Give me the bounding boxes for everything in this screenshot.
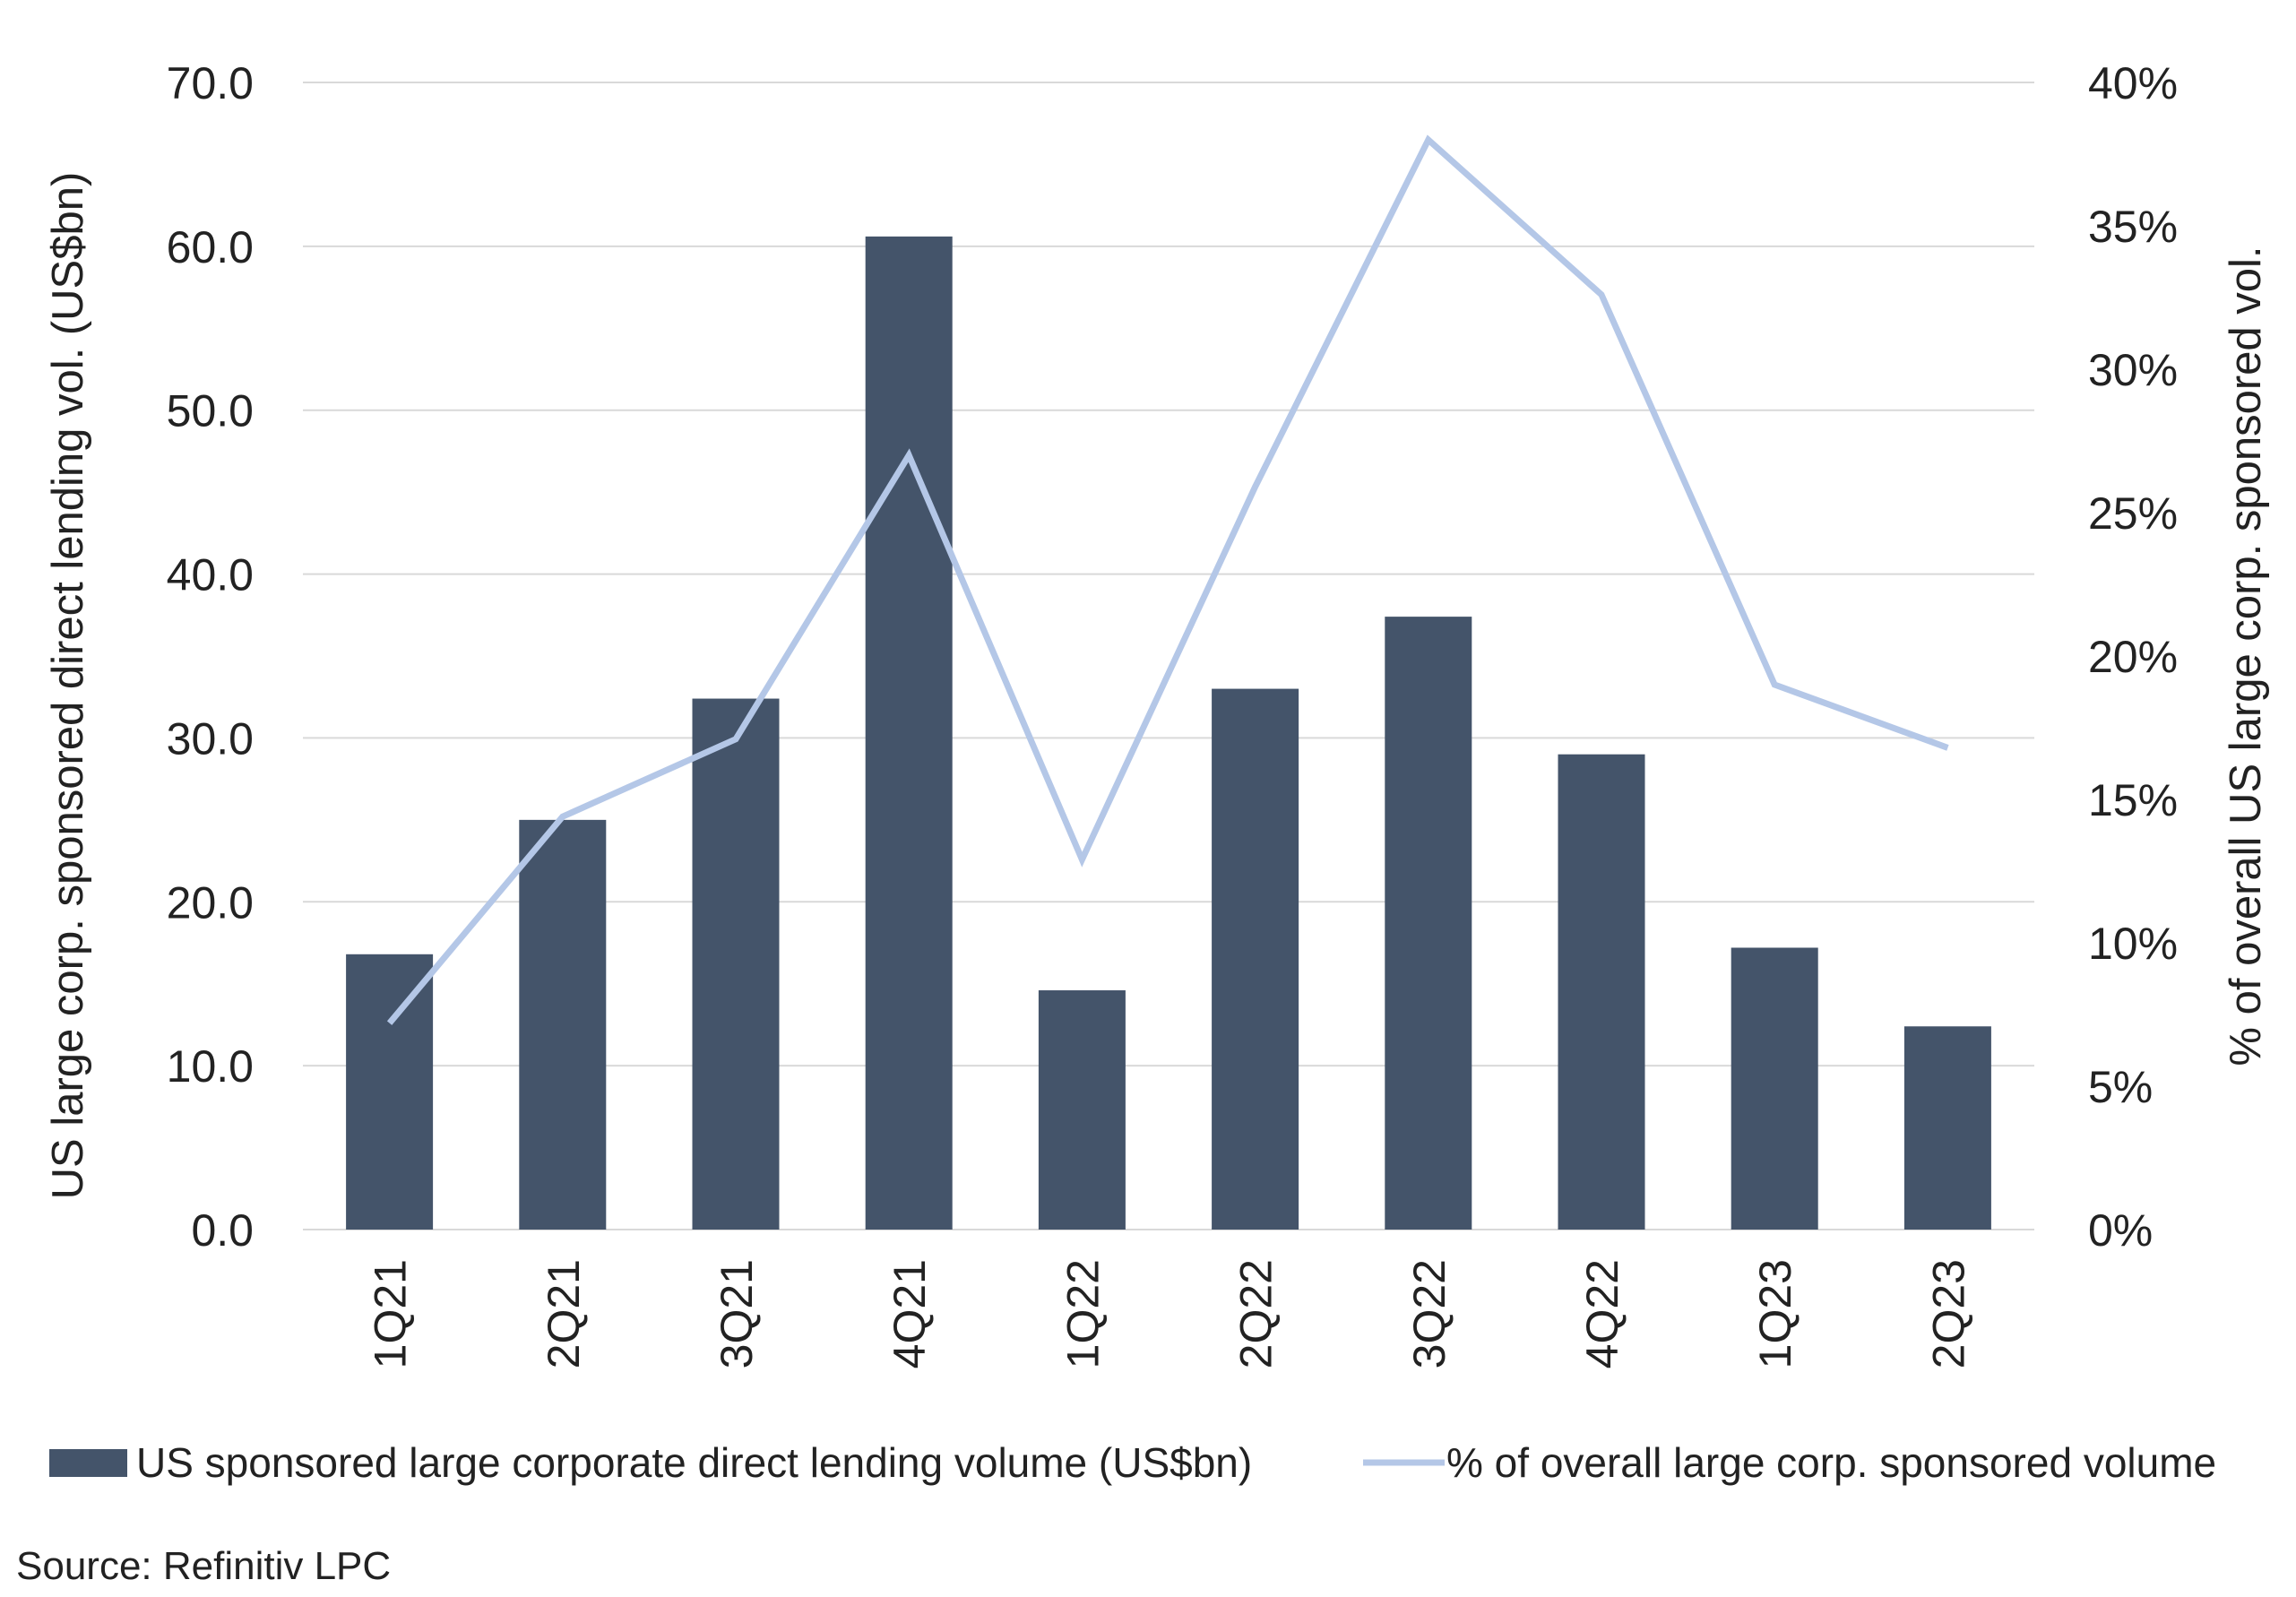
left-axis-ticks: 0.0 10.0 20.0 30.0 40.0 50.0 60.0 70.0 bbox=[167, 58, 254, 1256]
y2-tick-label: 20% bbox=[2088, 632, 2178, 682]
bar bbox=[865, 236, 953, 1230]
y2-tick-label: 30% bbox=[2088, 345, 2178, 395]
x-tick-label: 1Q22 bbox=[1057, 1259, 1108, 1368]
y-tick-label: 40.0 bbox=[167, 550, 254, 600]
y-tick-label: 30.0 bbox=[167, 713, 254, 764]
x-axis-ticks: 1Q21 2Q21 3Q21 4Q21 1Q22 2Q22 3Q22 4Q22 1Q23 2Q23 bbox=[366, 1259, 1974, 1368]
bar bbox=[519, 819, 607, 1230]
legend-line-label: % of overall large corp. sponsored volum… bbox=[1446, 1439, 2216, 1486]
x-tick-label: 3Q22 bbox=[1404, 1259, 1454, 1368]
x-tick-label: 3Q21 bbox=[712, 1259, 762, 1368]
y2-tick-label: 25% bbox=[2088, 488, 2178, 539]
y2-axis-title: % of overall US large corp. sponsored vo… bbox=[2222, 246, 2270, 1066]
bar bbox=[1038, 990, 1126, 1230]
bar bbox=[1731, 947, 1818, 1230]
y-tick-label: 70.0 bbox=[167, 58, 254, 108]
y-tick-label: 60.0 bbox=[167, 222, 254, 272]
y-axis-title: US large corp. sponsored direct lending … bbox=[44, 172, 92, 1200]
x-tick-label: 4Q22 bbox=[1577, 1259, 1627, 1368]
bar bbox=[692, 698, 780, 1230]
x-tick-label: 1Q21 bbox=[366, 1259, 416, 1368]
line-series bbox=[386, 134, 1949, 1025]
y-tick-label: 20.0 bbox=[167, 877, 254, 928]
y2-tick-label: 40% bbox=[2088, 58, 2178, 108]
y2-tick-label: 0% bbox=[2088, 1205, 2153, 1256]
source-note: Source: Refinitiv LPC bbox=[16, 1544, 391, 1588]
y-tick-label: 0.0 bbox=[191, 1205, 254, 1256]
x-tick-label: 2Q22 bbox=[1231, 1259, 1282, 1368]
y-tick-label: 10.0 bbox=[167, 1041, 254, 1092]
x-tick-label: 1Q23 bbox=[1750, 1259, 1800, 1368]
x-tick-label: 2Q23 bbox=[1923, 1259, 1973, 1368]
y2-tick-label: 35% bbox=[2088, 202, 2178, 252]
bar bbox=[1903, 1026, 1991, 1230]
y-tick-label: 50.0 bbox=[167, 386, 254, 436]
right-axis-ticks: 0% 5% 10% 15% 20% 25% 30% 35% 40% bbox=[2088, 58, 2178, 1256]
legend-bar-swatch bbox=[49, 1449, 127, 1477]
legend: US sponsored large corporate direct lend… bbox=[49, 1439, 2216, 1486]
x-tick-label: 4Q21 bbox=[885, 1259, 935, 1368]
bar bbox=[1212, 688, 1299, 1230]
y2-tick-label: 5% bbox=[2088, 1062, 2153, 1112]
legend-bar-label: US sponsored large corporate direct lend… bbox=[136, 1439, 1252, 1486]
bar bbox=[346, 954, 434, 1230]
line-path bbox=[386, 134, 1949, 1025]
x-tick-label: 2Q21 bbox=[539, 1259, 589, 1368]
y2-tick-label: 15% bbox=[2088, 775, 2178, 825]
y2-tick-label: 10% bbox=[2088, 919, 2178, 969]
bar bbox=[1385, 617, 1472, 1230]
bar-series bbox=[346, 236, 1991, 1230]
bar bbox=[1558, 754, 1645, 1230]
